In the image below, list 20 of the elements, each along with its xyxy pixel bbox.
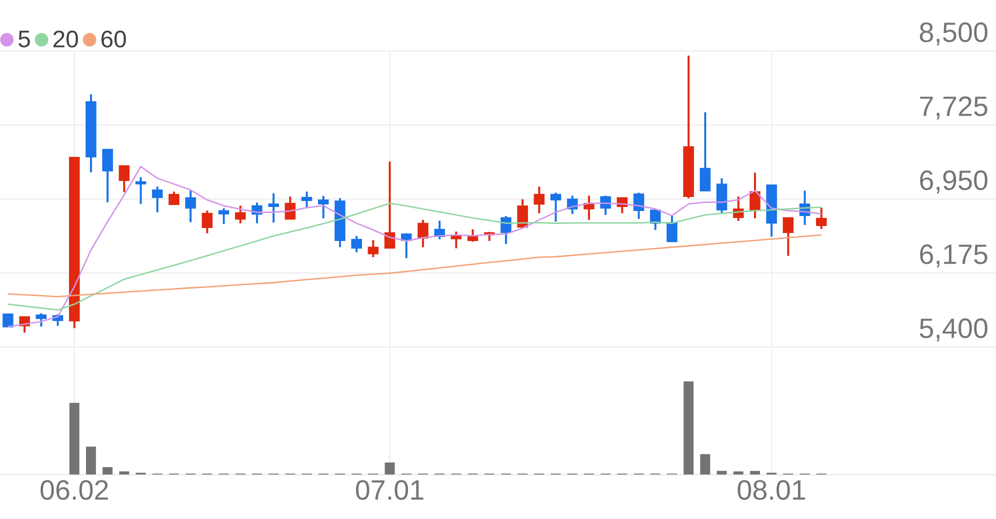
bar — [716, 470, 727, 475]
bar — [384, 462, 395, 475]
legend-label: 60 — [101, 30, 126, 48]
x-tick-label: 08.01 — [738, 480, 806, 500]
bar — [86, 446, 96, 475]
y-tick-label: 6,175 — [920, 244, 988, 268]
bar — [69, 402, 80, 475]
y-tick-label: 6,950 — [920, 170, 988, 194]
y-tick-label: 7,725 — [920, 96, 988, 120]
y-tick-label: 5,400 — [920, 318, 988, 342]
bar — [684, 381, 694, 475]
bar — [750, 470, 760, 475]
bar — [733, 471, 744, 475]
legend-label: 5 — [18, 30, 30, 48]
x-tick-label: 07.01 — [356, 480, 424, 500]
x-tick-label: 06.02 — [40, 480, 108, 500]
bar — [102, 467, 113, 475]
legend-label: 20 — [53, 30, 78, 48]
y-tick-label: 8,500 — [920, 22, 988, 46]
bar — [700, 454, 710, 475]
